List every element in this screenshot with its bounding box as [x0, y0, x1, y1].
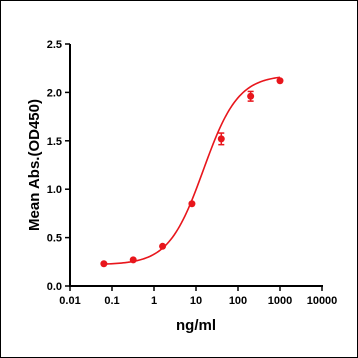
y-axis-title: Mean Abs.(OD450) — [26, 99, 43, 231]
data-point — [159, 242, 167, 250]
x-axis-title: ng/ml — [176, 317, 216, 334]
y-tick-label: 2.5 — [47, 39, 62, 51]
data-point — [100, 260, 108, 268]
data-point — [247, 92, 255, 100]
x-tick-label: 100 — [229, 295, 247, 307]
y-tick-label: 1.5 — [47, 136, 62, 148]
y-tick-label: 2.0 — [47, 87, 62, 99]
x-tick-label: 0.1 — [104, 295, 119, 307]
x-tick-label: 1 — [151, 295, 157, 307]
x-tick-label: 10000 — [307, 295, 338, 307]
data-point — [188, 200, 196, 208]
y-tick-label: 1.0 — [47, 184, 62, 196]
x-tick-label: 1000 — [268, 295, 292, 307]
x-tick-label: 10 — [190, 295, 202, 307]
fit-curve — [103, 76, 281, 265]
data-point — [217, 135, 225, 143]
data-point — [129, 256, 137, 264]
data-points-group — [100, 77, 284, 268]
x-tick-label: 0.01 — [59, 295, 80, 307]
y-tick-label: 0.5 — [47, 233, 62, 245]
fit-curve-group — [103, 76, 281, 265]
data-point — [276, 77, 284, 85]
axes: 0.0 0.5 1.0 1.5 2.0 2.5 0.01 0.1 1 10 100 1000 10000 — [47, 39, 338, 307]
y-tick-label: 0.0 — [47, 281, 62, 293]
